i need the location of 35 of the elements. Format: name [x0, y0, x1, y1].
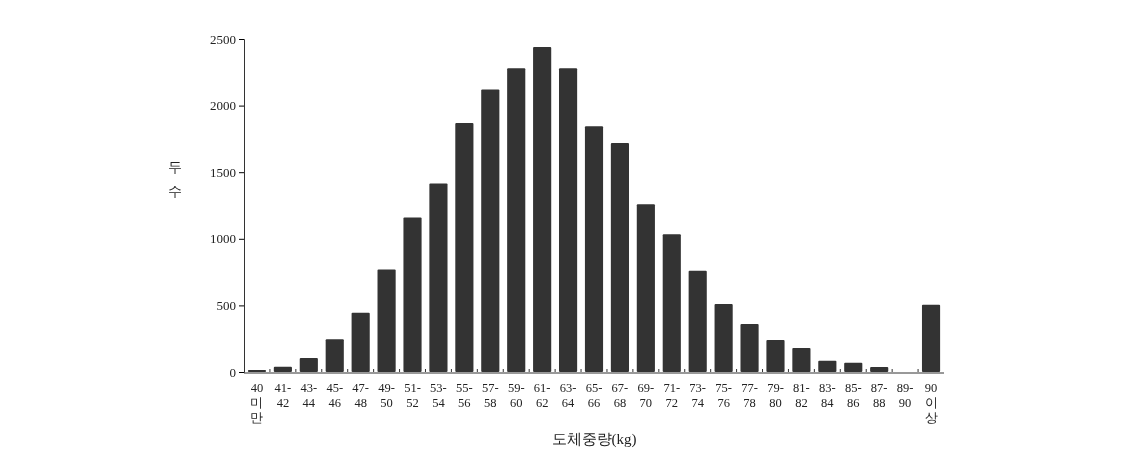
x-tick-label: 79- 80 [767, 381, 784, 410]
x-tick-label: 67- 68 [611, 381, 629, 410]
x-tick-label: 73- 74 [689, 381, 707, 410]
x-tick-label: 59- 60 [507, 381, 525, 410]
x-tick-label: 77- 78 [741, 381, 758, 410]
x-tick-label: 49- 50 [378, 381, 395, 410]
x-axis-title: 도체중량(kg) [551, 431, 637, 448]
x-tick-label: 71- 72 [663, 381, 681, 410]
x-tick-label: 57- 58 [481, 381, 499, 410]
x-tick-label: 83- 84 [819, 381, 836, 410]
y-tick-label: 0 [229, 364, 236, 380]
x-tick-label: 69- 70 [637, 381, 655, 410]
x-tick-label: 89- 90 [896, 381, 914, 410]
x-tick-label: 87- 88 [870, 381, 888, 410]
x-tick-label: 61- 62 [533, 381, 551, 410]
x-tick-label: 55- 56 [456, 381, 473, 410]
x-tick-label: 65- 66 [585, 381, 603, 410]
x-tick-label: 40 미 만 [250, 381, 264, 425]
y-tick-label: 500 [216, 298, 236, 314]
x-tick-label: 43- 44 [300, 381, 318, 410]
y-axis-title: 두수 [168, 160, 182, 199]
x-tick-label: 75- 76 [715, 381, 732, 410]
x-tick-label: 81- 82 [793, 381, 810, 410]
x-tick-label: 63- 64 [559, 381, 577, 410]
y-tick-label: 2000 [210, 98, 236, 114]
x-tick-label: 47- 48 [352, 381, 369, 410]
x-tick-label: 41- 42 [274, 381, 292, 410]
y-tick-label: 1000 [210, 231, 236, 247]
y-tick-label: 1500 [210, 164, 236, 180]
x-tick-label: 45- 46 [326, 381, 344, 410]
x-tick-label: 85- 86 [844, 381, 862, 410]
x-tick-label: 51- 52 [404, 381, 421, 410]
x-tick-label: 53- 54 [430, 381, 447, 410]
y-tick-label: 2500 [210, 31, 236, 47]
x-tick-label: 90 이 상 [924, 381, 938, 425]
